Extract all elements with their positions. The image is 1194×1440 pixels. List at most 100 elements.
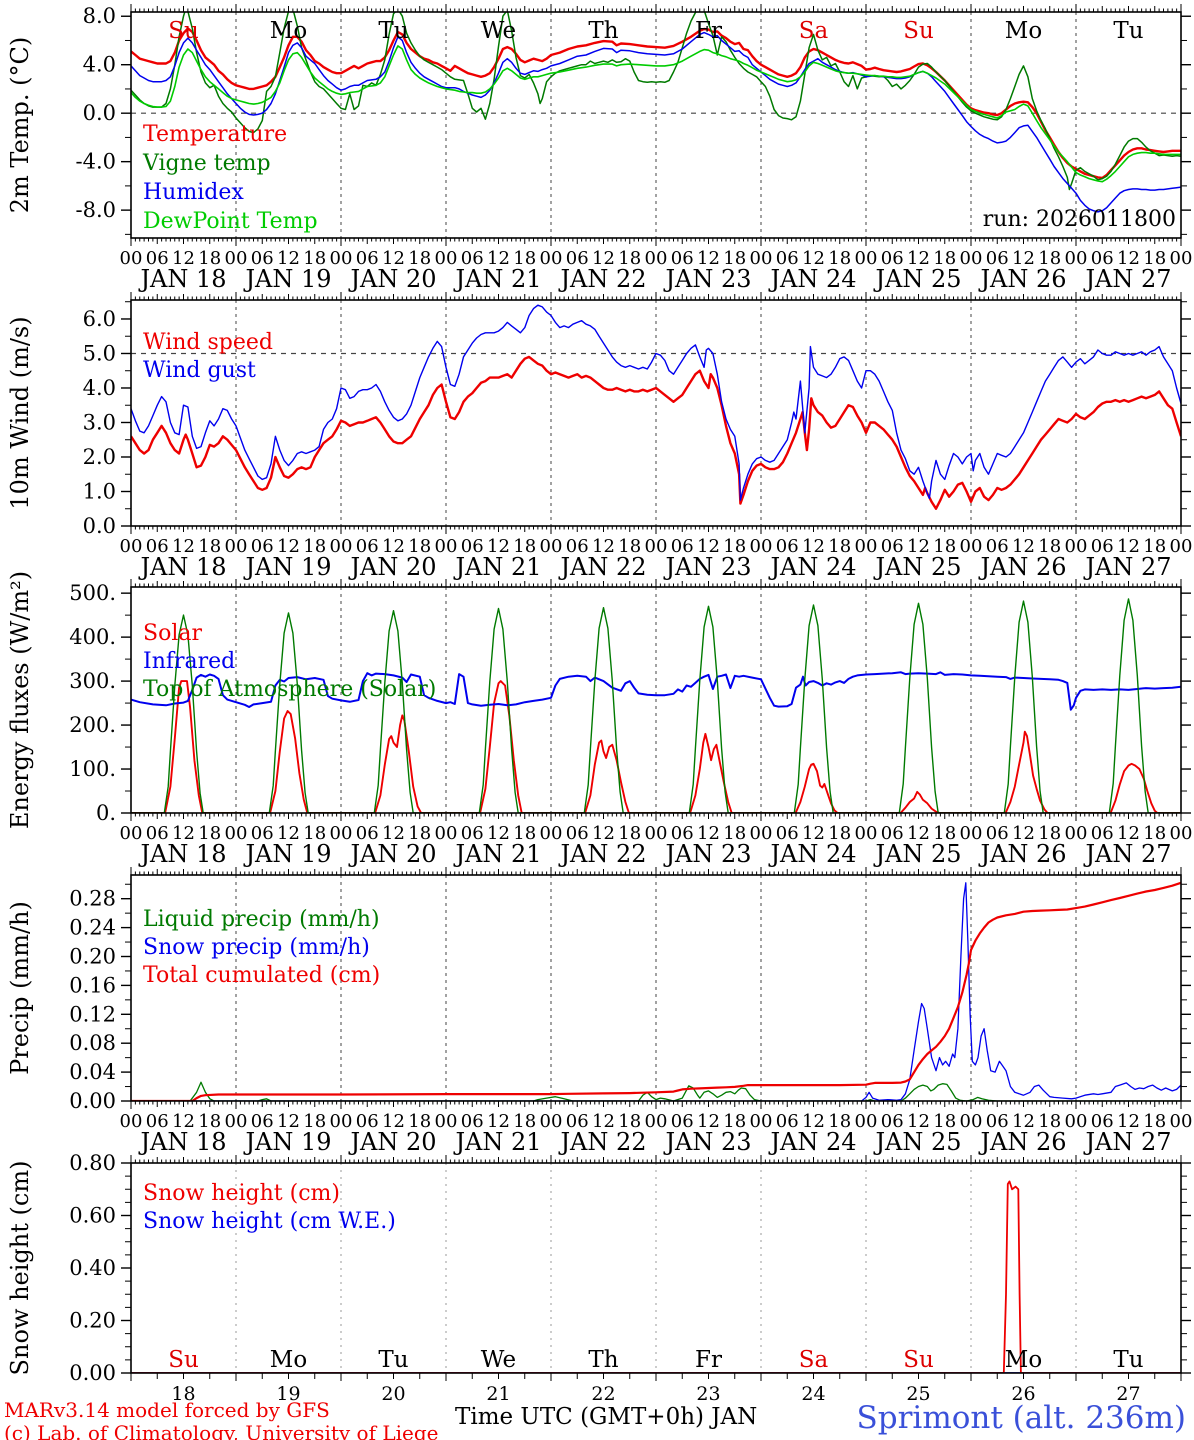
day-number: 24 (801, 1383, 825, 1405)
day-label: JAN 21 (452, 1128, 541, 1156)
day-label: JAN 23 (662, 840, 751, 868)
y-ticks: 0.00 0.04 0.08 0.12 0.16 0.20 0.24 0.28 (69, 883, 1191, 1113)
hour-tick-label: 00 (750, 536, 773, 557)
series-snow-precip (131, 882, 1181, 1101)
hour-tick-label: 12 (277, 248, 300, 269)
hour-tick-label: 00 (1170, 248, 1193, 269)
day-number: 27 (1116, 1383, 1140, 1405)
series-snow-height (131, 1180, 1181, 1373)
y-tick-label: 5.0 (83, 341, 116, 365)
hour-tick-label: 18 (828, 248, 851, 269)
y-ticks: 0.00 0.20 0.40 0.60 0.80 (69, 1151, 1191, 1385)
hour-tick-label: 06 (986, 1111, 1009, 1132)
day-label: JAN 20 (347, 553, 436, 581)
day-label: JAN 21 (452, 553, 541, 581)
hour-tick-label: 06 (986, 248, 1009, 269)
hour-tick-label: 06 (776, 248, 799, 269)
series-humidex (131, 31, 1181, 213)
hour-tick-label: 12 (487, 536, 510, 557)
hour-tick-label: 06 (146, 536, 169, 557)
day-number: 23 (696, 1383, 720, 1405)
day-number: 20 (381, 1383, 405, 1405)
x-ticks (130, 1155, 1182, 1381)
x-ticks (130, 4, 1182, 246)
day-label: JAN 24 (767, 840, 856, 868)
hour-tick-label: 18 (303, 1111, 326, 1132)
weekday-label: Mo (270, 1347, 307, 1373)
hour-tick-label: 18 (1143, 536, 1166, 557)
x-ticks (130, 867, 1182, 1109)
y-tick-label: 0.08 (69, 1031, 116, 1055)
hour-tick-label: 06 (881, 823, 904, 844)
weekday-label: We (481, 1347, 516, 1373)
day-label: JAN 22 (557, 840, 646, 868)
legend-precip-2: Total cumulated (cm) (143, 963, 380, 988)
day-labels: JAN 18 JAN 19 JAN 20 JAN 21 JAN 22 JAN 23 JAN … (137, 265, 1171, 293)
hour-tick-label: 18 (618, 248, 641, 269)
day-label: JAN 27 (1082, 1128, 1171, 1156)
hour-tick-label: 12 (697, 823, 720, 844)
hour-tick-label: 18 (303, 248, 326, 269)
weekday-label: Su (168, 18, 199, 44)
hour-tick-label: 06 (251, 1111, 274, 1132)
hour-tick-label: 18 (408, 536, 431, 557)
day-label: JAN 19 (242, 840, 331, 868)
hour-tick-label: 00 (120, 536, 143, 557)
hour-tick-label: 00 (645, 823, 668, 844)
weekday-label: We (481, 18, 516, 44)
y-tick-label: 0.0 (83, 101, 116, 125)
weekday-label: Tu (1113, 1347, 1143, 1373)
day-number: 18 (171, 1383, 195, 1405)
hour-tick-label: 06 (986, 823, 1009, 844)
hour-tick-label: 00 (435, 248, 458, 269)
hour-tick-label: 06 (251, 536, 274, 557)
day-label: JAN 20 (347, 1128, 436, 1156)
y-tick-label: 0.12 (69, 1002, 116, 1026)
hour-tick-label: 18 (933, 248, 956, 269)
hour-tick-label: 12 (1012, 536, 1035, 557)
weekday-label: Fr (695, 1347, 722, 1373)
hour-tick-label: 12 (1117, 823, 1140, 844)
y-tick-label: 500. (69, 581, 116, 605)
hour-tick-label: 18 (618, 823, 641, 844)
hour-tick-label: 06 (1091, 823, 1114, 844)
series-total-cumulated (131, 881, 1181, 1101)
y-axis-title: Energy fluxes (W/m²) (6, 571, 34, 829)
hour-tick-label: 00 (750, 1111, 773, 1132)
day-label: JAN 19 (242, 1128, 331, 1156)
hour-tick-label: 18 (1143, 1111, 1166, 1132)
x-axis-title: Time UTC (GMT+0h) JAN (455, 1404, 758, 1430)
y-tick-label: 6.0 (83, 307, 116, 331)
hour-tick-label: 00 (120, 823, 143, 844)
hour-tick-label: 12 (487, 248, 510, 269)
hour-tick-label: 12 (802, 248, 825, 269)
hour-tick-label: 18 (723, 823, 746, 844)
hour-tick-label: 12 (1117, 1111, 1140, 1132)
hour-tick-label: 18 (408, 248, 431, 269)
hour-tick-label: 00 (330, 248, 353, 269)
day-labels: JAN 18 JAN 19 JAN 20 JAN 21 JAN 22 JAN 23 JAN … (137, 553, 1171, 581)
legend: Temperature Vigne temp Humidex DewPoint Tem… (142, 122, 318, 234)
hour-tick-label: 12 (592, 536, 615, 557)
hour-labels: 00 06 12 18 00 06 12 18 00 06 12 18 00 06 12 18 00 06 12 18… (120, 1111, 1193, 1132)
hour-tick-label: 18 (408, 823, 431, 844)
hour-tick-label: 06 (251, 823, 274, 844)
hour-tick-label: 00 (960, 536, 983, 557)
hour-tick-label: 00 (540, 823, 563, 844)
hour-tick-label: 00 (855, 248, 878, 269)
y-tick-label: 200. (69, 713, 116, 737)
legend: Solar Infrared Top of Atmosphere (Solar) (143, 621, 436, 702)
hour-tick-label: 18 (933, 823, 956, 844)
hour-tick-label: 12 (1117, 536, 1140, 557)
day-label: JAN 25 (872, 1128, 961, 1156)
day-label: JAN 24 (767, 265, 856, 293)
y-tick-label: 400. (69, 625, 116, 649)
hour-tick-label: 12 (277, 823, 300, 844)
hour-tick-label: 18 (618, 536, 641, 557)
day-label: JAN 20 (347, 265, 436, 293)
run-label: run: 2026011800 (983, 207, 1176, 232)
y-tick-label: 1.0 (83, 479, 116, 503)
hour-tick-label: 18 (513, 823, 536, 844)
